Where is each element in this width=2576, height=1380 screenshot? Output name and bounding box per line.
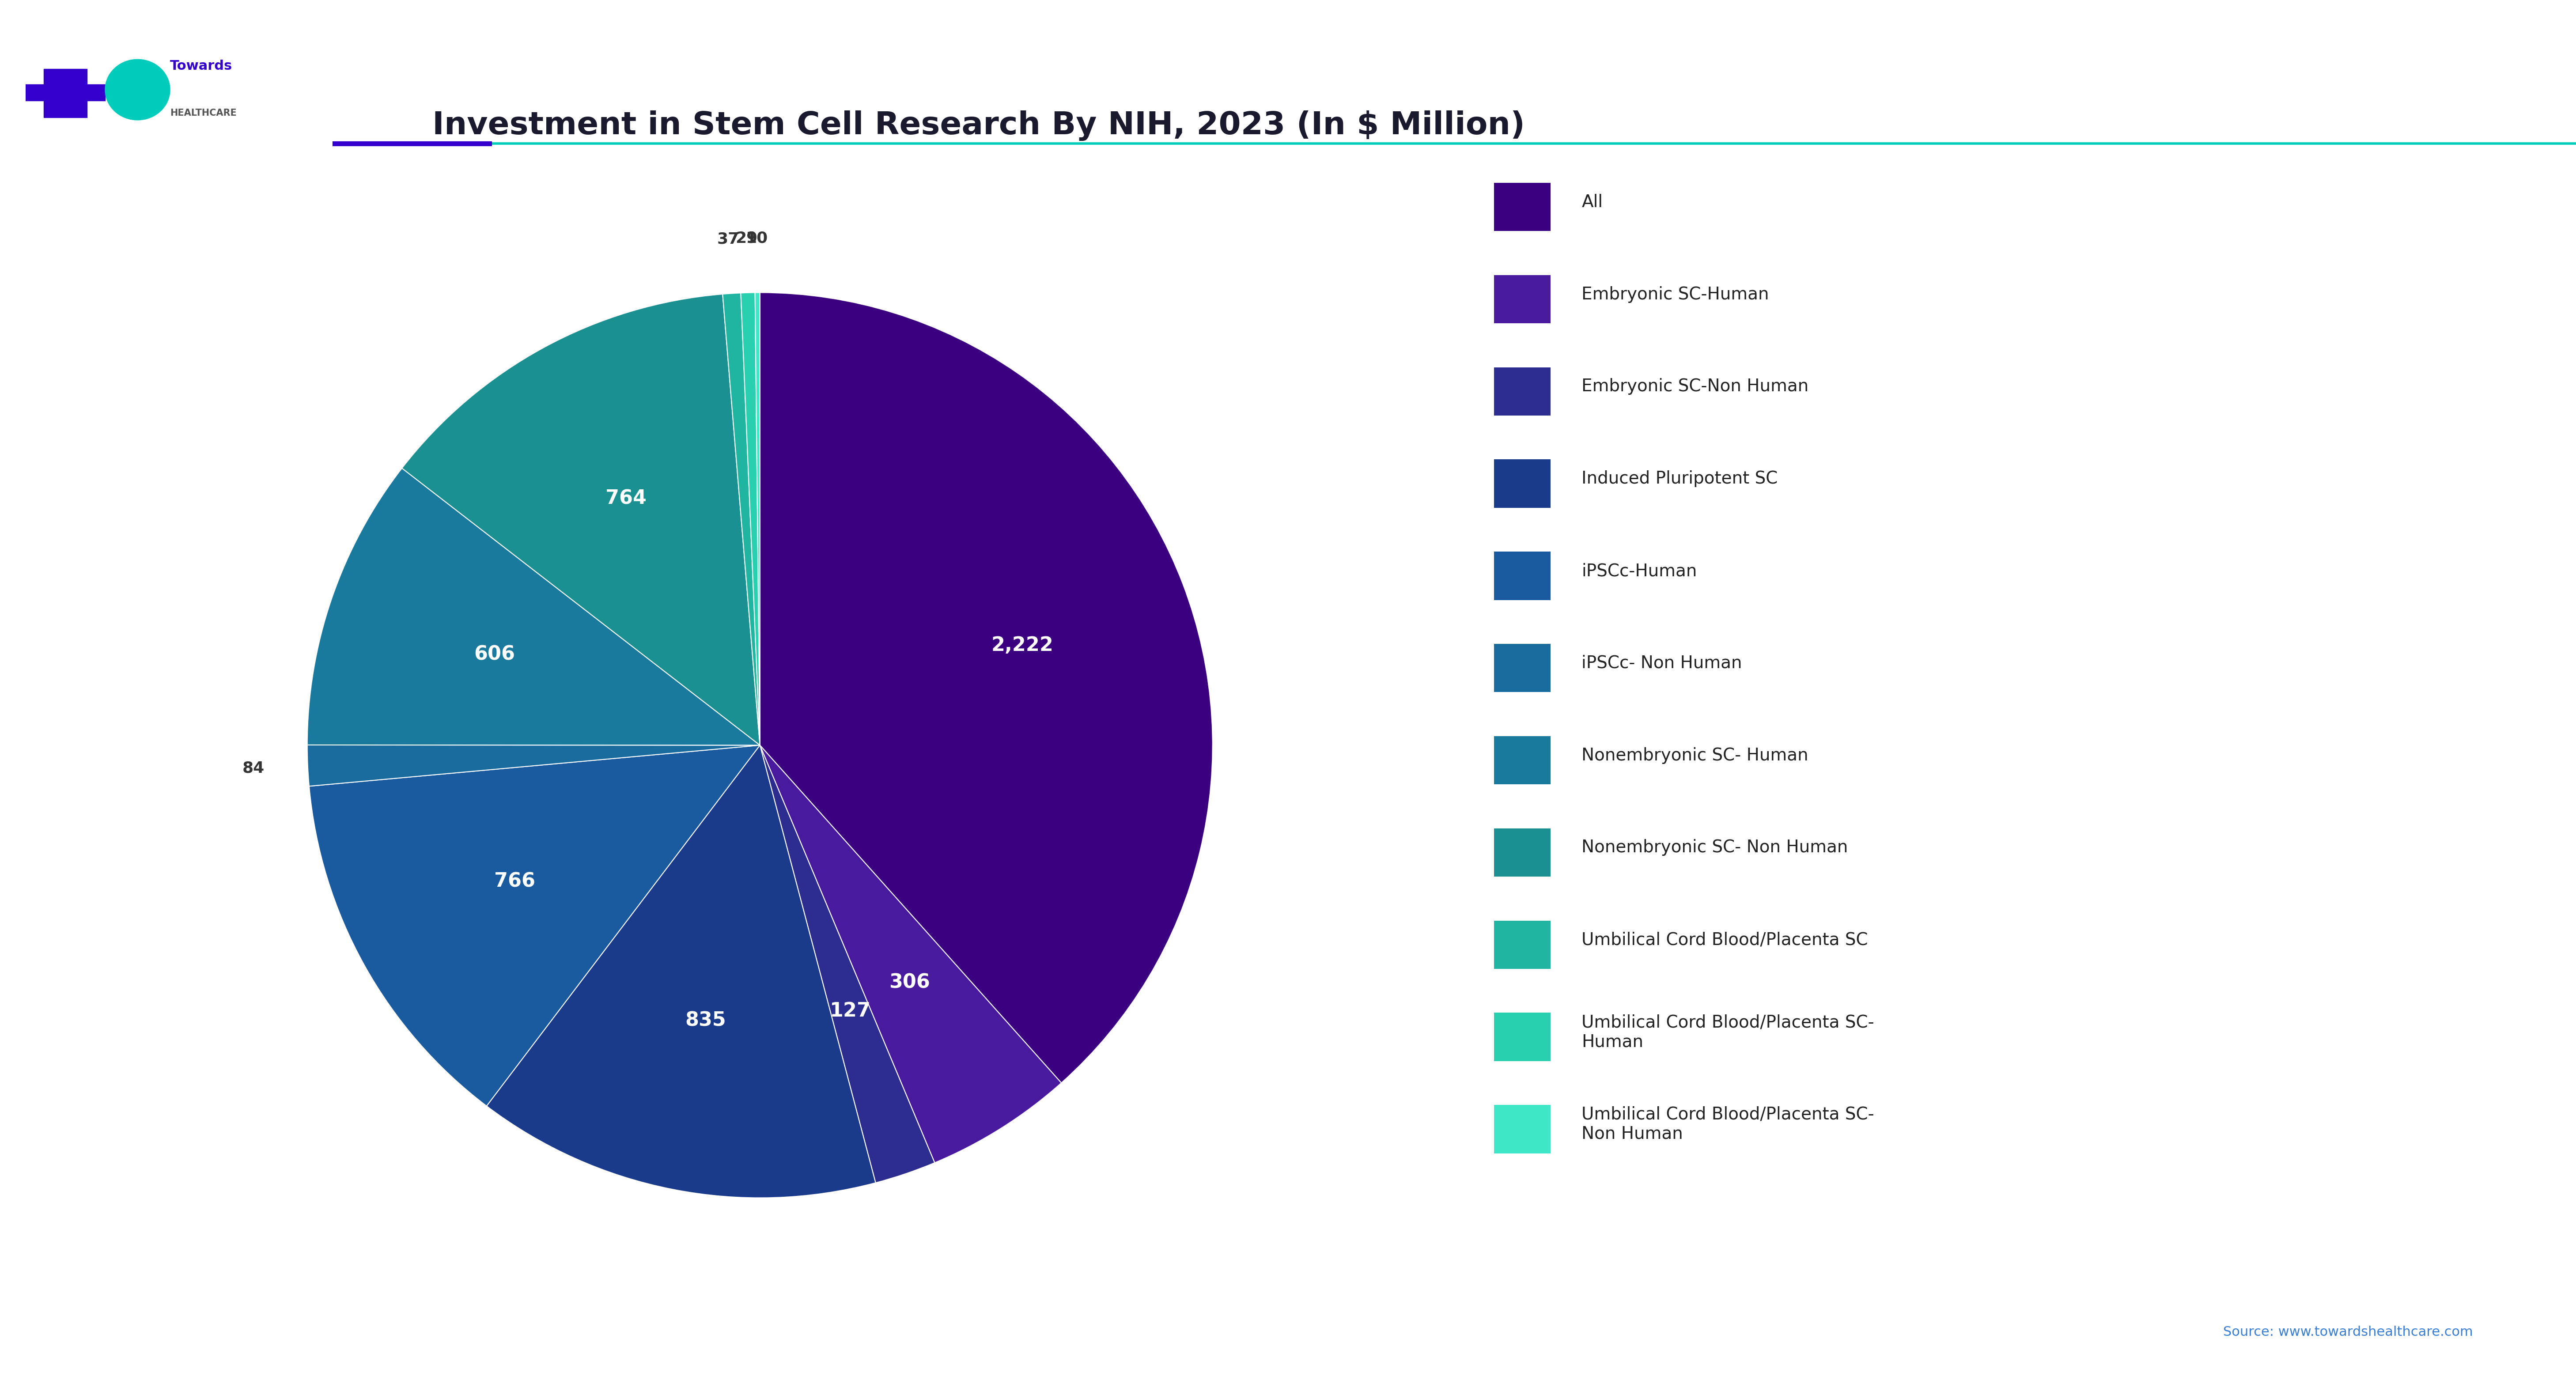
Text: Embryonic SC-Human: Embryonic SC-Human — [1582, 286, 1770, 302]
Text: 764: 764 — [605, 489, 647, 508]
Wedge shape — [724, 293, 760, 745]
Text: iPSCc-Human: iPSCc-Human — [1582, 563, 1698, 580]
Text: Nonembryonic SC- Human: Nonembryonic SC- Human — [1582, 747, 1808, 763]
FancyBboxPatch shape — [1494, 828, 1551, 876]
Text: Source: www.towardshealthcare.com: Source: www.towardshealthcare.com — [2223, 1326, 2473, 1339]
Text: 2,222: 2,222 — [992, 636, 1054, 654]
Text: iPSCc- Non Human: iPSCc- Non Human — [1582, 656, 1741, 672]
Text: 606: 606 — [474, 644, 515, 664]
Text: Investment in Stem Cell Research By NIH, 2023 (In $ Million): Investment in Stem Cell Research By NIH,… — [433, 110, 1525, 141]
Text: Umbilical Cord Blood/Placenta SC-
Human: Umbilical Cord Blood/Placenta SC- Human — [1582, 1014, 1875, 1050]
Text: Nonembryonic SC- Non Human: Nonembryonic SC- Non Human — [1582, 839, 1847, 856]
FancyBboxPatch shape — [1494, 367, 1551, 415]
Text: Induced Pluripotent SC: Induced Pluripotent SC — [1582, 471, 1777, 487]
Text: 835: 835 — [685, 1012, 726, 1029]
Wedge shape — [742, 293, 760, 745]
FancyBboxPatch shape — [1494, 1013, 1551, 1061]
Polygon shape — [106, 59, 170, 120]
FancyBboxPatch shape — [1494, 736, 1551, 784]
Text: Embryonic SC-Non Human: Embryonic SC-Non Human — [1582, 378, 1808, 395]
Text: 306: 306 — [889, 973, 930, 992]
Text: 37: 37 — [716, 232, 739, 247]
Text: HEALTHCARE: HEALTHCARE — [170, 109, 237, 117]
Text: Umbilical Cord Blood/Placenta SC-
Non Human: Umbilical Cord Blood/Placenta SC- Non Hu… — [1582, 1107, 1875, 1143]
Wedge shape — [309, 745, 760, 1105]
FancyBboxPatch shape — [1494, 920, 1551, 969]
Wedge shape — [307, 745, 760, 787]
Wedge shape — [487, 745, 876, 1198]
Wedge shape — [760, 745, 1061, 1163]
Text: 766: 766 — [495, 872, 536, 891]
Text: 84: 84 — [242, 760, 265, 776]
Wedge shape — [402, 294, 760, 745]
FancyBboxPatch shape — [1494, 644, 1551, 693]
Wedge shape — [760, 293, 1213, 1083]
FancyBboxPatch shape — [1494, 275, 1551, 323]
Text: Towards: Towards — [170, 59, 232, 73]
Text: 127: 127 — [829, 1002, 871, 1020]
Wedge shape — [755, 293, 760, 745]
FancyBboxPatch shape — [1494, 1105, 1551, 1154]
Text: 10: 10 — [747, 230, 768, 246]
Text: Umbilical Cord Blood/Placenta SC: Umbilical Cord Blood/Placenta SC — [1582, 932, 1868, 948]
FancyBboxPatch shape — [1494, 182, 1551, 230]
FancyBboxPatch shape — [1494, 552, 1551, 600]
Wedge shape — [307, 468, 760, 745]
Wedge shape — [760, 745, 935, 1183]
Text: All: All — [1582, 193, 1602, 211]
FancyBboxPatch shape — [1494, 460, 1551, 508]
Text: 29: 29 — [734, 230, 757, 246]
